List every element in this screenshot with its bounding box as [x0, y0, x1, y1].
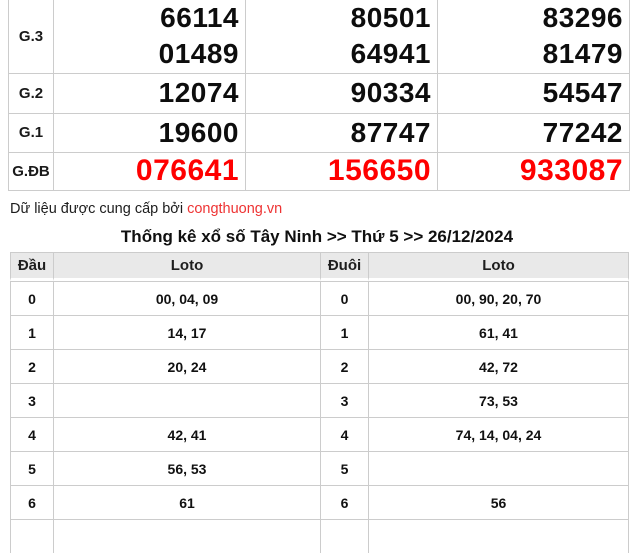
- header-loto-dau: Loto: [53, 252, 320, 281]
- duoi-digit: 2: [320, 349, 368, 383]
- stats-row-7: [10, 519, 629, 553]
- prize-number-special: 156650: [245, 151, 438, 191]
- dau-digit: 2: [10, 349, 53, 383]
- header-duoi: Đuôi: [320, 252, 368, 281]
- header-dau: Đầu: [10, 252, 53, 281]
- prize-number: 64941: [350, 38, 431, 70]
- prize-number: 81479: [542, 38, 623, 70]
- duoi-digit: 5: [320, 451, 368, 485]
- loto-dau-values: 61: [53, 485, 320, 519]
- duoi-digit: 6: [320, 485, 368, 519]
- dau-digit: [10, 519, 53, 553]
- duoi-digit: 4: [320, 417, 368, 451]
- loto-stats-table: Đầu Loto Đuôi Loto 0 00, 04, 09 0 00, 90…: [10, 252, 629, 553]
- loto-duoi-values: [368, 451, 629, 485]
- prize-cell: 83296 81479: [437, 0, 630, 74]
- dau-digit: 4: [10, 417, 53, 451]
- stats-row-4: 4 42, 41 4 74, 14, 04, 24: [10, 417, 629, 451]
- loto-duoi-values: 74, 14, 04, 24: [368, 417, 629, 451]
- prize-number: 66114: [160, 2, 239, 34]
- dau-digit: 6: [10, 485, 53, 519]
- prize-number: 90334: [245, 72, 438, 114]
- dau-digit: 5: [10, 451, 53, 485]
- duoi-digit: [320, 519, 368, 553]
- prize-number: 12074: [53, 72, 246, 114]
- credit-link[interactable]: congthuong.vn: [187, 201, 283, 217]
- prize-row-g1: G.1 19600 87747 77242: [8, 112, 630, 153]
- duoi-digit: 3: [320, 383, 368, 417]
- stats-row-1: 1 14, 17 1 61, 41: [10, 315, 629, 349]
- duoi-digit: 0: [320, 281, 368, 315]
- loto-dau-values: [53, 519, 320, 553]
- stats-row-5: 5 56, 53 5: [10, 451, 629, 485]
- credit-text: Dữ liệu được cung cấp bởi: [10, 201, 188, 217]
- prize-cell: 66114 01489: [53, 0, 246, 74]
- loto-dau-values: 42, 41: [53, 417, 320, 451]
- stats-row-2: 2 20, 24 2 42, 72: [10, 349, 629, 383]
- loto-duoi-values: 61, 41: [368, 315, 629, 349]
- stats-row-0: 0 00, 04, 09 0 00, 90, 20, 70: [10, 281, 629, 315]
- prize-cell: 80501 64941: [245, 0, 438, 74]
- loto-dau-values: 00, 04, 09: [53, 281, 320, 315]
- dau-digit: 1: [10, 315, 53, 349]
- loto-duoi-values: 00, 90, 20, 70: [368, 281, 629, 315]
- prize-label-gdb: G.ĐB: [8, 151, 54, 191]
- header-loto-duoi: Loto: [368, 252, 629, 281]
- prize-number: 77242: [437, 112, 630, 153]
- loto-dau-values: 20, 24: [53, 349, 320, 383]
- prize-label-g1: G.1: [8, 112, 54, 153]
- prize-number: 19600: [53, 112, 246, 153]
- prize-label-g3: G.3: [8, 0, 54, 74]
- prize-number: 83296: [542, 2, 623, 34]
- stats-title: Thống kê xổ số Tây Ninh >> Thứ 5 >> 26/1…: [120, 227, 514, 246]
- duoi-digit: 1: [320, 315, 368, 349]
- prize-number-special: 933087: [437, 151, 630, 191]
- prize-row-g2: G.2 12074 90334 54547: [8, 72, 630, 114]
- prize-row-gdb: G.ĐB 076641 156650 933087: [8, 151, 630, 191]
- loto-dau-values: 56, 53: [53, 451, 320, 485]
- prize-number: 87747: [245, 112, 438, 153]
- dau-digit: 0: [10, 281, 53, 315]
- stats-header-row: Đầu Loto Đuôi Loto: [10, 252, 629, 281]
- data-source-credit: Dữ liệu được cung cấp bởi congthuong.vn: [10, 201, 282, 217]
- loto-duoi-values: [368, 519, 629, 553]
- stats-row-6: 6 61 6 56: [10, 485, 629, 519]
- prize-number: 80501: [350, 2, 431, 34]
- loto-dau-values: [53, 383, 320, 417]
- prize-row-g3: G.3 66114 01489 80501 64941 83296 81479: [8, 0, 630, 74]
- loto-duoi-values: 42, 72: [368, 349, 629, 383]
- prize-number: 01489: [158, 38, 239, 70]
- dau-digit: 3: [10, 383, 53, 417]
- prize-label-g2: G.2: [8, 72, 54, 114]
- prize-number: 54547: [437, 72, 630, 114]
- loto-duoi-values: 73, 53: [368, 383, 629, 417]
- prize-results-table: G.3 66114 01489 80501 64941 83296 81479 …: [8, 0, 630, 191]
- stats-row-3: 3 3 73, 53: [10, 383, 629, 417]
- prize-number-special: 076641: [53, 151, 246, 191]
- loto-dau-values: 14, 17: [53, 315, 320, 349]
- loto-duoi-values: 56: [368, 485, 629, 519]
